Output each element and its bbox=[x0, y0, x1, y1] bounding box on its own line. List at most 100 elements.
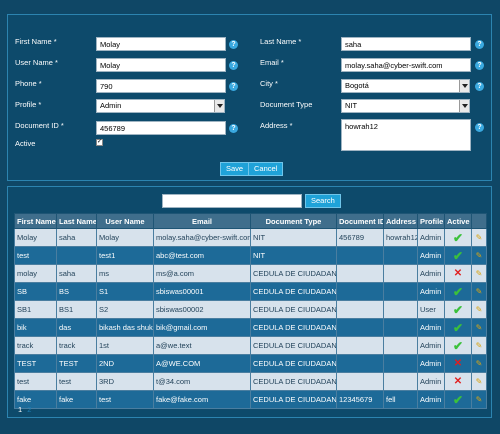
cell-active: ✕ bbox=[444, 372, 472, 391]
check-icon[interactable]: ✔ bbox=[452, 248, 464, 263]
city-help-icon[interactable]: ? bbox=[475, 82, 484, 91]
document-id-input[interactable] bbox=[96, 121, 226, 135]
check-icon[interactable]: ✔ bbox=[452, 320, 464, 335]
phone-help-icon[interactable]: ? bbox=[229, 82, 238, 91]
cell-active: ✔ bbox=[444, 318, 472, 337]
pencil-icon[interactable]: ✎ bbox=[475, 233, 483, 242]
profile-select[interactable]: Admin bbox=[96, 99, 225, 113]
cell-address bbox=[383, 336, 418, 355]
user-name-help-icon[interactable]: ? bbox=[229, 61, 238, 70]
pencil-icon[interactable]: ✎ bbox=[475, 359, 483, 368]
address-textarea[interactable]: howrah12 bbox=[341, 119, 471, 151]
email-input[interactable] bbox=[341, 58, 471, 72]
city-select[interactable]: Bogotá bbox=[341, 79, 470, 93]
cell-edit: ✎ bbox=[471, 318, 487, 337]
phone-input[interactable] bbox=[96, 79, 226, 93]
pager: 1 2 bbox=[18, 405, 31, 414]
check-icon[interactable]: ✔ bbox=[452, 284, 464, 299]
email-label: Email * bbox=[260, 58, 284, 67]
table-row[interactable]: bik das bikash das shukla bik@gmail.com CEDU… bbox=[14, 318, 487, 337]
last-name-label: Last Name * bbox=[260, 37, 302, 46]
first-name-input[interactable] bbox=[96, 37, 226, 51]
check-icon[interactable]: ✔ bbox=[452, 230, 464, 245]
table-row[interactable]: test test1 abc@test.com NIT Admin ✔ ✎ bbox=[14, 246, 487, 265]
pencil-icon[interactable]: ✎ bbox=[475, 377, 483, 386]
x-icon[interactable]: ✕ bbox=[453, 357, 463, 369]
cell-email: molay.saha@cyber-swift.com bbox=[153, 228, 251, 247]
cell-address bbox=[383, 372, 418, 391]
pager-current-page: 1 bbox=[18, 405, 23, 414]
cancel-button[interactable]: Cancel bbox=[248, 162, 284, 176]
save-button[interactable]: Save bbox=[220, 162, 250, 176]
email-help-icon[interactable]: ? bbox=[475, 61, 484, 70]
cell-user: ms bbox=[96, 264, 154, 283]
cell-user: 3RD bbox=[96, 372, 154, 391]
first-name-help-icon[interactable]: ? bbox=[229, 40, 238, 49]
check-icon[interactable]: ✔ bbox=[452, 302, 464, 317]
cell-profile: Admin bbox=[417, 318, 445, 337]
cell-last: saha bbox=[56, 228, 97, 247]
cell-edit: ✎ bbox=[471, 300, 487, 319]
address-label: Address * bbox=[260, 121, 293, 130]
pencil-icon[interactable]: ✎ bbox=[475, 341, 483, 350]
cell-profile: Admin bbox=[417, 282, 445, 301]
cell-doctype: CEDULA DE CIUDADANIA bbox=[250, 300, 337, 319]
pencil-icon[interactable]: ✎ bbox=[475, 287, 483, 296]
table-row[interactable]: molay saha ms ms@a.com CEDULA DE CIUDADANIA A… bbox=[14, 264, 487, 283]
user-name-input[interactable] bbox=[96, 58, 226, 72]
table-row[interactable]: test test 3RD t@34.com CEDULA DE CIUDADANIA A… bbox=[14, 372, 487, 391]
pencil-icon[interactable]: ✎ bbox=[475, 395, 483, 404]
pencil-icon[interactable]: ✎ bbox=[475, 323, 483, 332]
cell-address bbox=[383, 318, 418, 337]
search-button[interactable]: Search bbox=[305, 194, 341, 208]
column-header-profile: Profile bbox=[417, 213, 445, 229]
table-row[interactable]: SB BS S1 sbiswas00001 CEDULA DE CIUDADANIA Ad… bbox=[14, 282, 487, 301]
document-id-help-icon[interactable]: ? bbox=[229, 124, 238, 133]
pager-page-link[interactable]: 2 bbox=[27, 405, 32, 414]
cell-email: fake@fake.com bbox=[153, 390, 251, 409]
chevron-down-icon[interactable] bbox=[459, 100, 469, 112]
cell-email: sbiswas00002 bbox=[153, 300, 251, 319]
chevron-down-icon[interactable] bbox=[459, 80, 469, 92]
table-row[interactable]: Molay saha Molay molay.saha@cyber-swift.com… bbox=[14, 228, 487, 247]
column-header-active: Active bbox=[444, 213, 472, 229]
cell-first: fake bbox=[14, 390, 57, 409]
search-input[interactable] bbox=[162, 194, 302, 208]
chevron-down-icon[interactable] bbox=[214, 100, 224, 112]
cell-email: ms@a.com bbox=[153, 264, 251, 283]
cell-last: test bbox=[56, 372, 97, 391]
x-icon[interactable]: ✕ bbox=[453, 375, 463, 387]
address-help-icon[interactable]: ? bbox=[475, 123, 484, 132]
cell-address bbox=[383, 264, 418, 283]
document-type-select[interactable]: NIT bbox=[341, 99, 470, 113]
cell-docid bbox=[336, 354, 384, 373]
column-header-document-type: Document Type bbox=[250, 213, 337, 229]
cell-user: Molay bbox=[96, 228, 154, 247]
check-icon[interactable]: ✔ bbox=[452, 338, 464, 353]
cell-doctype: CEDULA DE CIUDADANIA bbox=[250, 354, 337, 373]
table-row[interactable]: track track 1st a@we.text CEDULA DE CIUDADAN… bbox=[14, 336, 487, 355]
cell-docid bbox=[336, 300, 384, 319]
column-header-email: Email bbox=[153, 213, 251, 229]
last-name-input[interactable] bbox=[341, 37, 471, 51]
column-header-document-id: Document ID bbox=[336, 213, 384, 229]
cell-active: ✔ bbox=[444, 246, 472, 265]
cell-profile: Admin bbox=[417, 390, 445, 409]
cell-first: bik bbox=[14, 318, 57, 337]
table-row[interactable]: SB1 BS1 S2 sbiswas00002 CEDULA DE CIUDADANIA… bbox=[14, 300, 487, 319]
active-checkbox[interactable]: ✓ bbox=[96, 139, 103, 146]
pencil-icon[interactable]: ✎ bbox=[475, 305, 483, 314]
table-row[interactable]: TEST TEST 2ND A@WE.COM CEDULA DE CIUDADANIA A… bbox=[14, 354, 487, 373]
x-icon[interactable]: ✕ bbox=[453, 267, 463, 279]
cell-first: molay bbox=[14, 264, 57, 283]
pencil-icon[interactable]: ✎ bbox=[475, 269, 483, 278]
cell-profile: Admin bbox=[417, 354, 445, 373]
cell-doctype: CEDULA DE CIUDADANIA bbox=[250, 318, 337, 337]
last-name-help-icon[interactable]: ? bbox=[475, 40, 484, 49]
table-row[interactable]: fake fake test fake@fake.com CEDULA DE CIUDA… bbox=[14, 390, 487, 409]
cell-last: BS bbox=[56, 282, 97, 301]
cell-docid: 456789 bbox=[336, 228, 384, 247]
check-icon[interactable]: ✔ bbox=[452, 392, 464, 407]
cell-email: a@we.text bbox=[153, 336, 251, 355]
pencil-icon[interactable]: ✎ bbox=[475, 251, 483, 260]
